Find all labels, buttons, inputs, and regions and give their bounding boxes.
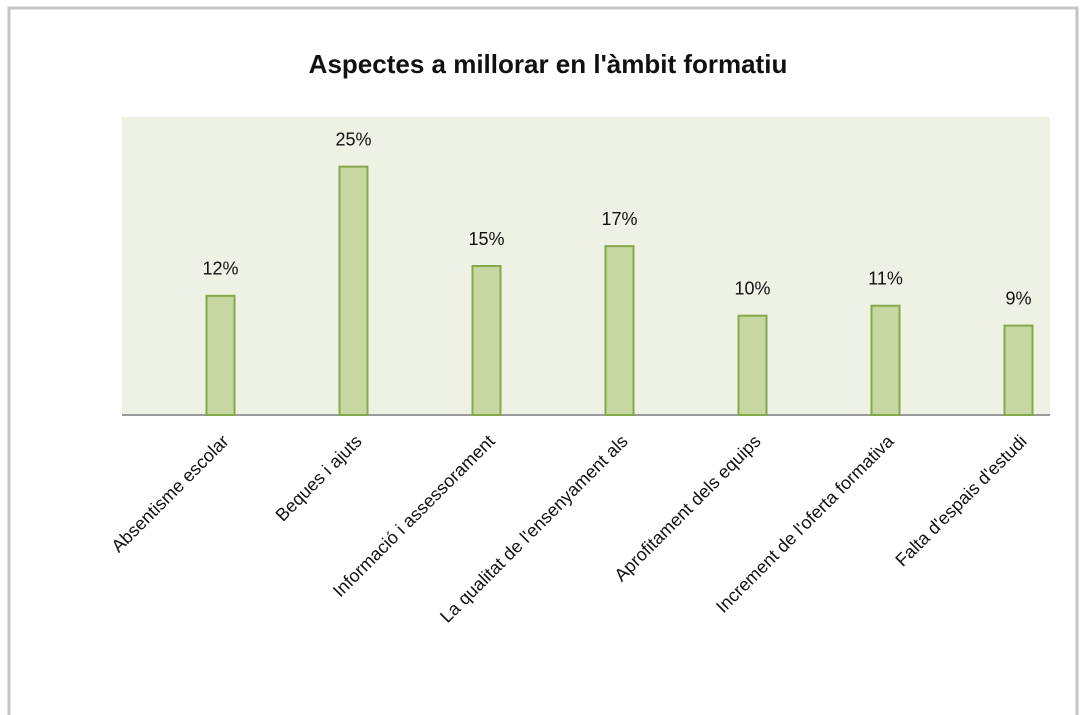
plot-area <box>122 117 1050 415</box>
data-label: 12% <box>202 259 238 279</box>
bar <box>1003 324 1034 417</box>
data-label: 17% <box>601 209 637 229</box>
chart-title: Aspectes a millorar en l'àmbit formatiu <box>309 49 788 79</box>
bar <box>338 165 369 416</box>
data-label: 15% <box>468 229 504 249</box>
bar <box>205 294 236 416</box>
data-label: 9% <box>1005 288 1031 308</box>
bar <box>471 265 502 416</box>
bar <box>737 314 768 416</box>
bar <box>870 304 901 417</box>
bar <box>604 245 635 416</box>
data-label: 11% <box>868 268 903 288</box>
data-label: 10% <box>734 278 770 298</box>
data-label: 25% <box>335 129 371 149</box>
